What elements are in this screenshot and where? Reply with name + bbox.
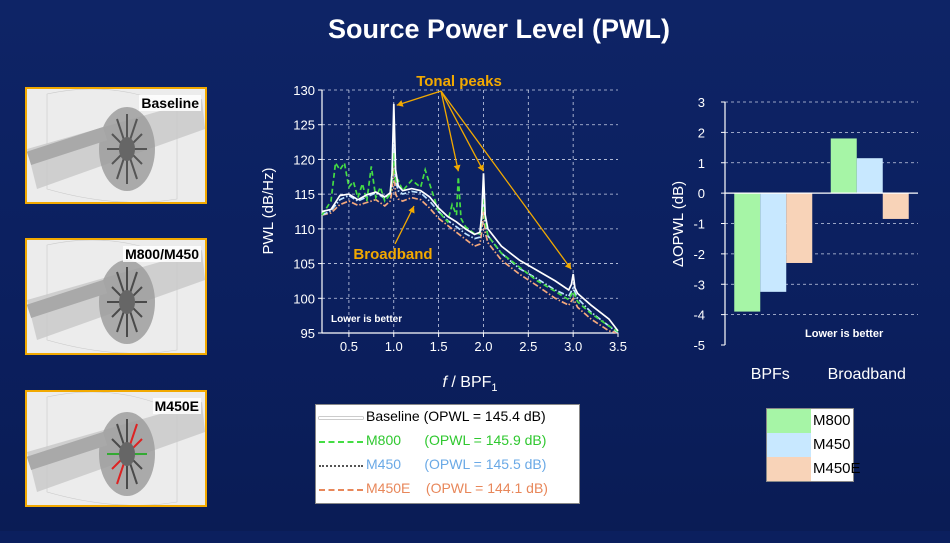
y-tick-label: 110: [294, 222, 315, 237]
legend-series-name: M450E: [366, 480, 411, 496]
thumbnail-label: Baseline: [139, 95, 201, 111]
y-tick-label: 105: [293, 257, 315, 272]
annotation-lower-is-better: Lower is better: [331, 314, 402, 325]
legend-entry-m800: M800 (OPWL = 145.9 dB): [316, 431, 579, 451]
bar-m450e-bpfs: [786, 193, 813, 263]
x-axis-label: f / BPF1: [442, 374, 497, 394]
y-tick-label: -4: [693, 308, 705, 323]
annotation-arrowhead: [453, 164, 461, 172]
fan-rendering-icon: [27, 392, 205, 505]
legend-line-swatch: [319, 489, 363, 491]
annotation-arrowhead: [396, 100, 404, 107]
legend-swatch: [767, 433, 811, 457]
legend-entry-m450e: M450E: [767, 457, 861, 481]
category-label: BPFs: [751, 366, 790, 383]
bar-m800-broadband: [830, 138, 857, 194]
bar-m800-bpfs: [734, 193, 761, 312]
delta-opwl-chart: 3 2 1 0 -1 -2 -3 -4 -5 BPFs Broadband ΔOPWL (dB) Low…: [670, 95, 918, 383]
annotation-arrowhead: [477, 164, 484, 172]
y-tick-label: -2: [693, 247, 705, 262]
y-axis-label: ΔOPWL (dB): [670, 181, 687, 267]
delta-chart-legend: M800 M450 M450E: [766, 408, 861, 482]
legend-entry-baseline: Baseline (OPWL = 145.4 dB): [316, 407, 579, 427]
y-tick-label: 120: [293, 152, 315, 167]
annotation-tonal-peaks: Tonal peaks: [416, 73, 502, 90]
legend-entry-m450: M450: [767, 433, 853, 457]
chart-series: [321, 103, 619, 334]
legend-line-swatch: [319, 441, 363, 443]
bar-m450-bpfs: [760, 193, 787, 292]
annotation-arrow: [440, 90, 459, 172]
annotation-arrow: [440, 90, 485, 172]
series-line-m800: [321, 152, 619, 333]
annotation-arrow: [396, 90, 442, 106]
annotation-broadband: Broadband: [353, 246, 432, 263]
chart-axes: 3 2 1 0 -1 -2 -3 -4 -5 BPFs Broadband ΔOPWL (dB) Low…: [670, 95, 918, 383]
pwl-spectrum-chart: 95 100 105 110 115 120 125 130 0.5 1.0 1.5 2.0 2.5 3.…: [260, 73, 627, 394]
y-tick-label: 0: [698, 186, 705, 201]
category-label: Broadband: [828, 366, 906, 383]
x-tick-label: 1.0: [385, 339, 403, 354]
thumbnail-label: M800/M450: [123, 246, 201, 262]
y-tick-label: 1: [698, 156, 705, 171]
legend-swatch: [767, 457, 811, 481]
annotation-arrow: [394, 205, 415, 245]
annotation-arrowhead: [408, 206, 415, 214]
x-tick-label: 2.0: [474, 339, 492, 354]
thumbnail-baseline: Baseline: [25, 87, 207, 204]
legend-series-name: M800: [366, 432, 402, 448]
thumbnail-m800-m450: M800/M450: [25, 238, 207, 355]
x-tick-label: 0.5: [340, 339, 358, 354]
y-tick-label: 2: [698, 125, 705, 140]
y-tick-label: 125: [293, 118, 315, 133]
legend-series-name: M800: [813, 412, 851, 429]
y-tick-label: -3: [693, 277, 705, 292]
x-tick-label: 2.5: [519, 339, 537, 354]
legend-series-opwl: (OPWL = 145.9 dB): [424, 432, 547, 448]
legend-line-swatch: [319, 417, 363, 419]
legend-entry-m450: M450 (OPWL = 145.5 dB): [316, 455, 579, 475]
y-axis-label: PWL (dB/Hz): [260, 168, 277, 255]
bar-m450e-broadband: [882, 193, 909, 219]
slide: Source Power Level (PWL) Baseline: [0, 0, 950, 531]
legend-series-name: M450: [813, 436, 851, 453]
annotation-arrow: [440, 90, 572, 270]
fan-rendering-icon: [27, 89, 205, 202]
bar-m450-broadband: [856, 158, 883, 194]
pwl-chart-legend: Baseline (OPWL = 145.4 dB) M800 (OPWL = …: [315, 404, 580, 504]
thumbnail-m450e: M450E: [25, 390, 207, 507]
legend-series-opwl: (OPWL = 144.1 dB): [425, 480, 548, 496]
y-tick-label: 100: [293, 291, 315, 306]
y-tick-label: -1: [693, 217, 705, 232]
x-tick-label: 1.5: [430, 339, 448, 354]
legend-swatch: [767, 409, 811, 433]
annotation-arrowhead: [564, 262, 572, 270]
y-tick-label: 130: [293, 83, 315, 98]
legend-series-name: M450E: [813, 460, 861, 477]
chart-axes: 95 100 105 110 115 120 125 130 0.5 1.0 1.5 2.0 2.5 3.…: [260, 83, 627, 394]
legend-series-opwl: (OPWL = 145.5 dB): [424, 456, 547, 472]
annotation-lower-is-better: Lower is better: [805, 328, 884, 340]
y-tick-label: 95: [301, 326, 315, 341]
legend-series-name: M450: [366, 456, 402, 472]
chart-annotations: Tonal peaks Broadband Lower is better: [331, 73, 572, 325]
chart-bars: [734, 138, 909, 312]
thumbnail-label: M450E: [152, 398, 201, 414]
y-tick-label: -5: [693, 338, 705, 353]
legend-series-opwl: (OPWL = 145.4 dB): [423, 408, 546, 424]
legend-entry-m450e: M450E (OPWL = 144.1 dB): [316, 479, 579, 499]
x-tick-label: 3.0: [564, 339, 582, 354]
series-line-baseline: [321, 103, 619, 332]
legend-entry-m800: M800: [767, 409, 853, 433]
x-tick-label: 3.5: [609, 339, 627, 354]
slide-title: Source Power Level (PWL): [327, 14, 671, 44]
y-tick-label: 115: [294, 187, 315, 202]
legend-line-swatch: [319, 465, 363, 467]
legend-series-name: Baseline: [366, 408, 420, 424]
y-tick-label: 3: [698, 95, 705, 110]
